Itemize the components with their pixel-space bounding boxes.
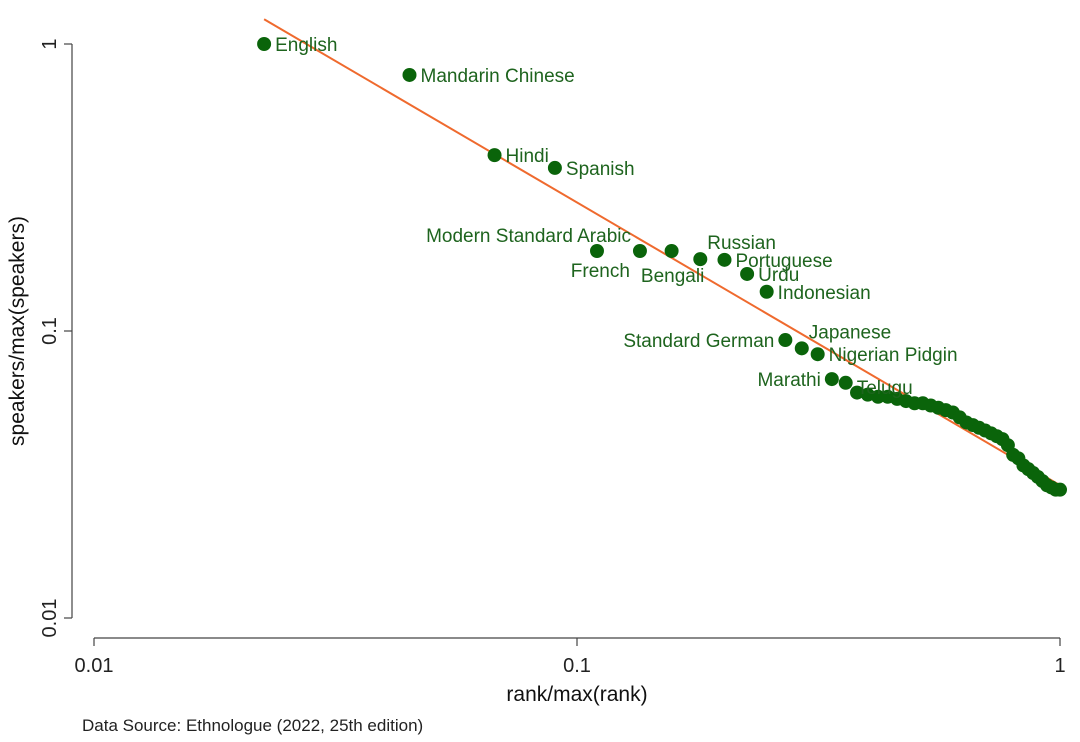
points-group [257, 37, 1067, 497]
point-label: Telugu [857, 378, 913, 399]
data-point [257, 37, 272, 51]
point-labels-group: English Mandarin Chinese Hindi Spanish Moder… [275, 35, 957, 399]
data-source-note: Data Source: Ethnologue (2022, 25th edit… [82, 716, 424, 735]
point-label: Indonesian [778, 283, 871, 304]
ticks: 0.01 0.1 1 0.01 0.1 1 [39, 38, 1066, 677]
data-point [487, 148, 502, 163]
fit-line-group [263, 18, 1061, 487]
data-point [547, 160, 562, 175]
data-point [810, 347, 825, 362]
point-label: Nigerian Pidgin [829, 345, 958, 366]
point-label: French [571, 261, 630, 282]
data-point [794, 341, 809, 356]
data-point [850, 385, 865, 400]
x-axis-title: rank/max(rank) [506, 683, 647, 706]
x-tick-label: 0.1 [563, 655, 591, 677]
point-label: Urdu [758, 265, 799, 286]
data-point [824, 372, 839, 387]
point-label: Russian [707, 233, 776, 254]
data-point [1053, 482, 1067, 497]
point-label: Spanish [566, 159, 635, 180]
data-point [871, 389, 886, 404]
fit-line [263, 18, 1061, 487]
data-point [402, 67, 417, 82]
data-point [664, 243, 679, 258]
y-tick-label: 0.1 [39, 317, 61, 345]
data-point [717, 252, 732, 267]
data-point [838, 375, 853, 390]
data-point [693, 252, 708, 267]
data-point [759, 284, 774, 299]
point-label: Portuguese [735, 251, 832, 272]
point-label: Japanese [809, 322, 891, 343]
data-point [589, 243, 604, 258]
point-label: Marathi [757, 370, 820, 391]
y-axis-title: speakers/max(speakers) [6, 216, 29, 446]
point-label: Standard German [623, 331, 774, 352]
axes [71, 44, 1060, 639]
data-point [632, 243, 647, 258]
point-label: Modern Standard Arabic [426, 226, 631, 247]
point-label: Bengali [641, 266, 704, 287]
point-label: Mandarin Chinese [421, 66, 575, 87]
point-label: Hindi [506, 146, 549, 167]
x-tick-label: 0.01 [75, 655, 114, 677]
x-tick-label: 1 [1054, 655, 1065, 677]
data-point [778, 333, 793, 348]
y-tick-label: 0.01 [39, 599, 61, 638]
data-point [740, 266, 755, 281]
point-label: English [275, 35, 337, 56]
y-tick-label: 1 [39, 38, 61, 49]
